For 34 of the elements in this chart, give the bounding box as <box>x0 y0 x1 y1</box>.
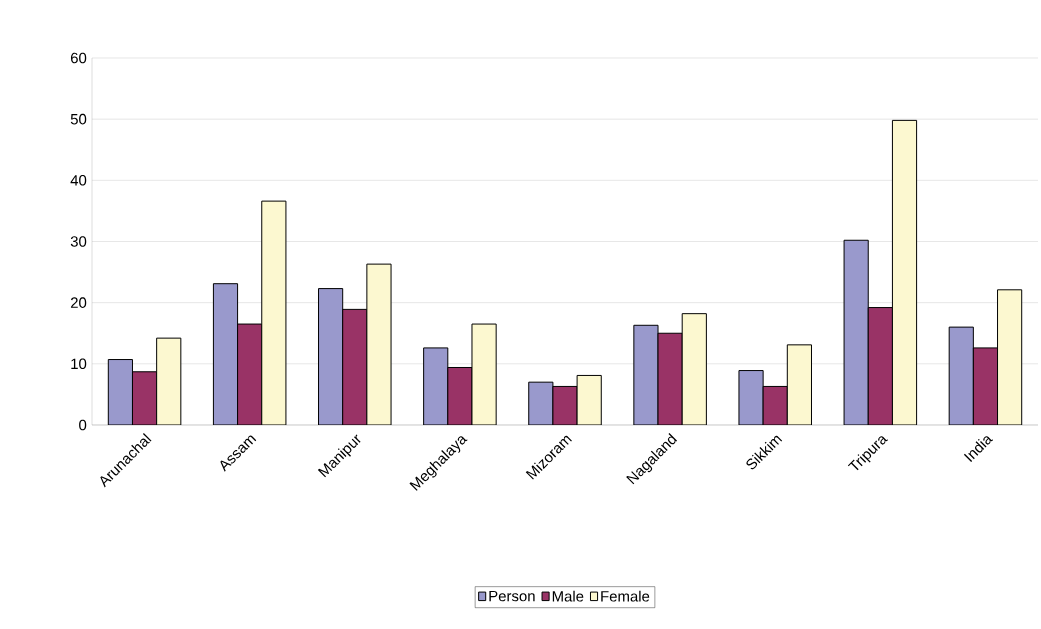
bar <box>576 374 602 425</box>
bar <box>423 347 449 425</box>
bar <box>131 371 158 425</box>
bar <box>891 119 918 425</box>
y-tick-label: 50 <box>70 113 87 125</box>
legend-label: Female <box>601 590 650 602</box>
bar <box>447 366 473 425</box>
bar <box>342 308 368 425</box>
y-tick-label: 30 <box>70 236 87 247</box>
bar <box>318 288 344 425</box>
bar <box>997 289 1023 425</box>
bar <box>786 344 812 425</box>
bar <box>681 313 707 425</box>
bar <box>867 307 893 425</box>
bar <box>528 381 554 425</box>
y-tick-label: 40 <box>70 175 87 186</box>
bar <box>972 347 999 425</box>
bar <box>212 283 239 425</box>
y-tick-label: 0 <box>79 419 87 431</box>
bar <box>762 385 788 425</box>
bar <box>261 200 287 425</box>
bar <box>471 323 497 425</box>
bar <box>948 326 974 425</box>
y-tick-label: 60 <box>70 52 87 64</box>
bar <box>843 239 869 425</box>
bar <box>366 263 392 425</box>
legend-label: Person <box>489 590 535 602</box>
y-tick-label: 20 <box>70 297 87 308</box>
legend-label: Male <box>552 590 584 602</box>
bar <box>156 337 182 425</box>
bar <box>107 359 133 425</box>
y-tick-label: 10 <box>71 358 87 370</box>
bar <box>657 332 683 425</box>
bar <box>237 323 263 425</box>
